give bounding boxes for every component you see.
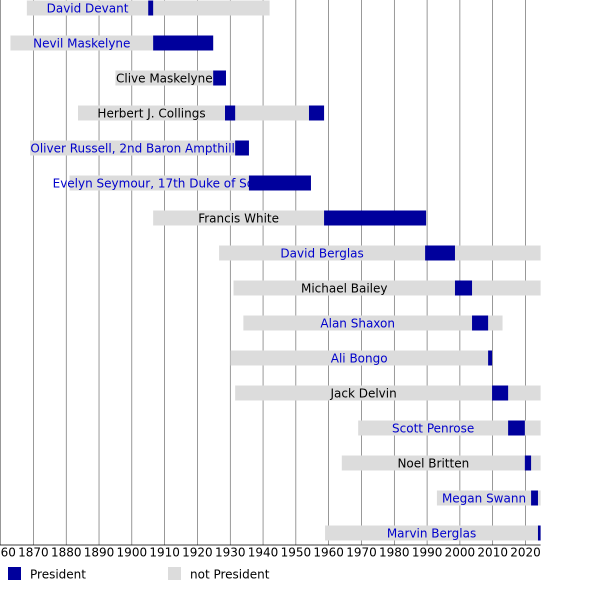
x-tick-label: 1900: [117, 546, 148, 560]
x-tick-label: 1940: [248, 546, 279, 560]
x-tick-label: 1980: [379, 546, 410, 560]
legend-label: not President: [190, 568, 270, 582]
life-bar: [358, 420, 541, 436]
x-tick-label: 1880: [51, 546, 82, 560]
term-bar: [524, 455, 532, 471]
term-bar: [472, 315, 489, 331]
term-bar: [488, 350, 493, 366]
term-bar: [224, 105, 236, 121]
person-name: Scott Penrose: [392, 422, 474, 436]
person-name: Clive Maskelyne: [116, 72, 213, 86]
term-bar: [235, 140, 249, 156]
x-tick-label: 2020: [510, 546, 541, 560]
life-bar: [235, 385, 541, 401]
x-tick-label: 1910: [149, 546, 180, 560]
x-tick-label: 2000: [445, 546, 476, 560]
x-tick-label: 1870: [18, 546, 49, 560]
life-bar: [30, 140, 249, 156]
life-bar: [230, 350, 493, 366]
person-name: David Berglas: [280, 247, 363, 261]
person-name: Ali Bongo: [331, 352, 388, 366]
person-name: Marvin Berglas: [387, 527, 476, 541]
legend-label: President: [30, 568, 86, 582]
term-bar: [425, 245, 455, 261]
life-bar: [115, 70, 226, 86]
term-bar: [324, 210, 427, 226]
person-name: Michael Bailey: [301, 282, 388, 296]
person-name: Evelyn Seymour, 17th Duke of Som: [53, 177, 266, 191]
x-tick-label: 1890: [84, 546, 115, 560]
legend-swatch: [168, 567, 181, 580]
person-name: Oliver Russell, 2nd Baron Ampthill: [30, 142, 234, 156]
life-bar: [243, 315, 503, 331]
person-name: Nevil Maskelyne: [33, 37, 130, 51]
life-bar: [436, 490, 541, 506]
life-bar: [341, 455, 541, 471]
legend-swatch: [8, 567, 21, 580]
term-bar: [248, 175, 311, 191]
person-name: David Devant: [47, 2, 129, 16]
x-tick-label: 1990: [412, 546, 443, 560]
x-tick-label: 1920: [182, 546, 213, 560]
term-bar: [531, 490, 538, 506]
x-tick-label: 2010: [477, 546, 508, 560]
x-tick-label: 1970: [346, 546, 377, 560]
person-name: Jack Delvin: [329, 387, 396, 401]
person-name: Herbert J. Collings: [97, 107, 205, 121]
life-bar: [325, 525, 541, 541]
term-bar: [537, 525, 541, 541]
person-name: Megan Swann: [442, 492, 526, 506]
term-bar: [213, 70, 226, 86]
person-name: Noel Britten: [397, 457, 469, 471]
term-bar: [492, 385, 509, 401]
life-bar: [219, 245, 541, 261]
term-bar: [148, 0, 154, 16]
x-tick-label: 1930: [215, 546, 246, 560]
term-bar: [153, 35, 214, 51]
grid: [0, 0, 526, 545]
x-tick-label: 1960: [313, 546, 344, 560]
person-name: Alan Shaxon: [320, 317, 395, 331]
term-bar: [308, 105, 325, 121]
term-bar: [508, 420, 525, 436]
term-bar: [454, 280, 473, 296]
x-tick-label: 1950: [281, 546, 312, 560]
person-name: Francis White: [198, 212, 279, 226]
x-tick-label: 1860: [0, 546, 16, 560]
life-bar: [78, 105, 325, 121]
